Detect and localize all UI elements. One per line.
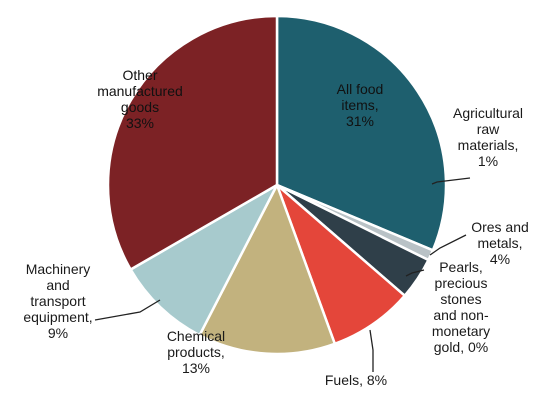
leader-line-fuels-8 <box>369 329 374 372</box>
slice-label-line: and non- <box>433 307 489 323</box>
slice-label-line: products, <box>167 344 225 360</box>
slice-label-line: 31% <box>346 113 374 129</box>
slice-label-line: gold, 0% <box>434 339 488 355</box>
slice-label-line: metals, <box>477 235 522 251</box>
slice-label-line: materials, <box>458 137 519 153</box>
slice-label-line: manufactured <box>97 83 183 99</box>
slice-label-line: goods <box>121 99 159 115</box>
slice-label-pearls-precious-stones-and-non-monetary-gold-0: Pearls, precious stones and non-monetary gol… <box>432 259 490 355</box>
slice-label-line: Machinery <box>26 261 91 277</box>
leader-line-machinery-and-transport-equipment-9 <box>94 299 161 321</box>
slice-label-line: All food <box>337 81 384 97</box>
slice-label-line: items, <box>341 97 378 113</box>
leader-line-ores-and-metals-4 <box>429 234 467 256</box>
pie-slice-all-food-items-31 <box>275 14 448 252</box>
slice-label-line: Pearls, <box>439 259 483 275</box>
slice-label-line: and <box>46 277 69 293</box>
slice-label-line: Fuels, 8% <box>325 372 387 388</box>
slice-label-line: 33% <box>126 115 154 131</box>
slice-label-line: 13% <box>182 360 210 376</box>
slice-label-line: transport <box>30 293 85 309</box>
leader-line-agricultural-raw-materials-1 <box>431 177 471 185</box>
leader-line-pearls-precious-stones-and-non-monetary-gold-0 <box>405 269 425 277</box>
slice-label-line: raw <box>477 121 500 137</box>
slice-label-line: stones <box>440 291 481 307</box>
slice-label-line: 1% <box>478 153 498 169</box>
pie-slices <box>106 14 448 356</box>
slice-label-all-food-items-31: All food items, 31% <box>337 81 384 129</box>
slice-label-line: Agricultural <box>453 105 523 121</box>
slice-label-line: precious <box>435 275 488 291</box>
slice-label-line: equipment, <box>23 309 92 325</box>
slice-label-agricultural-raw-materials-1: Agricultural raw materials, 1% <box>453 105 523 169</box>
leader-lines <box>94 177 471 372</box>
slice-label-other-manufactured-goods-33: Other manufactured goods 33% <box>97 67 183 131</box>
pie-slice-machinery-and-transport-equipment-9 <box>129 183 279 337</box>
pie-slice-other-manufactured-goods-33 <box>106 14 279 271</box>
pie-slice-chemical-products-13 <box>198 183 337 356</box>
slice-label-ores-and-metals-4: Ores and metals, 4% <box>471 219 529 267</box>
slice-label-line: Other <box>122 67 157 83</box>
slice-label-line: 4% <box>490 251 510 267</box>
slice-label-line: monetary <box>432 323 490 339</box>
slice-label-chemical-products-13: Chemical products, 13% <box>167 328 225 376</box>
slice-label-fuels-8: Fuels, 8% <box>325 372 387 388</box>
slice-label-machinery-and-transport-equipment-9: Machinery and transport equipment, 9% <box>23 261 92 341</box>
slice-label-line: Chemical <box>167 328 225 344</box>
slice-label-line: 9% <box>48 325 68 341</box>
slice-labels: All food items, 31% Agricultural raw material… <box>23 67 528 388</box>
slice-label-line: Ores and <box>471 219 529 235</box>
